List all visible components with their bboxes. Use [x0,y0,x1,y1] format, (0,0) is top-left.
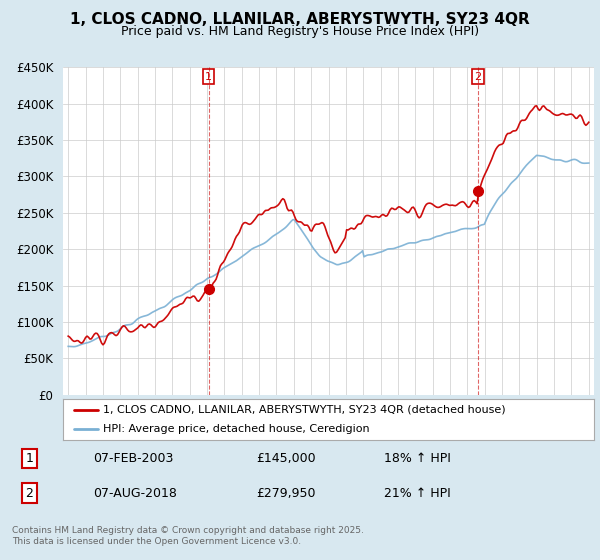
Text: 18% ↑ HPI: 18% ↑ HPI [385,452,451,465]
Text: 1, CLOS CADNO, LLANILAR, ABERYSTWYTH, SY23 4QR (detached house): 1, CLOS CADNO, LLANILAR, ABERYSTWYTH, SY… [103,405,505,415]
Text: 07-AUG-2018: 07-AUG-2018 [94,487,178,500]
Text: Price paid vs. HM Land Registry's House Price Index (HPI): Price paid vs. HM Land Registry's House … [121,25,479,38]
Text: 2: 2 [26,487,34,500]
Text: 1: 1 [205,72,212,82]
Text: 2: 2 [474,72,481,82]
Text: HPI: Average price, detached house, Ceredigion: HPI: Average price, detached house, Cere… [103,423,370,433]
Text: 21% ↑ HPI: 21% ↑ HPI [385,487,451,500]
Text: £145,000: £145,000 [256,452,316,465]
Text: 1, CLOS CADNO, LLANILAR, ABERYSTWYTH, SY23 4QR: 1, CLOS CADNO, LLANILAR, ABERYSTWYTH, SY… [70,12,530,27]
Text: £279,950: £279,950 [256,487,316,500]
Text: 1: 1 [26,452,34,465]
Text: 07-FEB-2003: 07-FEB-2003 [94,452,174,465]
Text: Contains HM Land Registry data © Crown copyright and database right 2025.
This d: Contains HM Land Registry data © Crown c… [12,526,364,546]
